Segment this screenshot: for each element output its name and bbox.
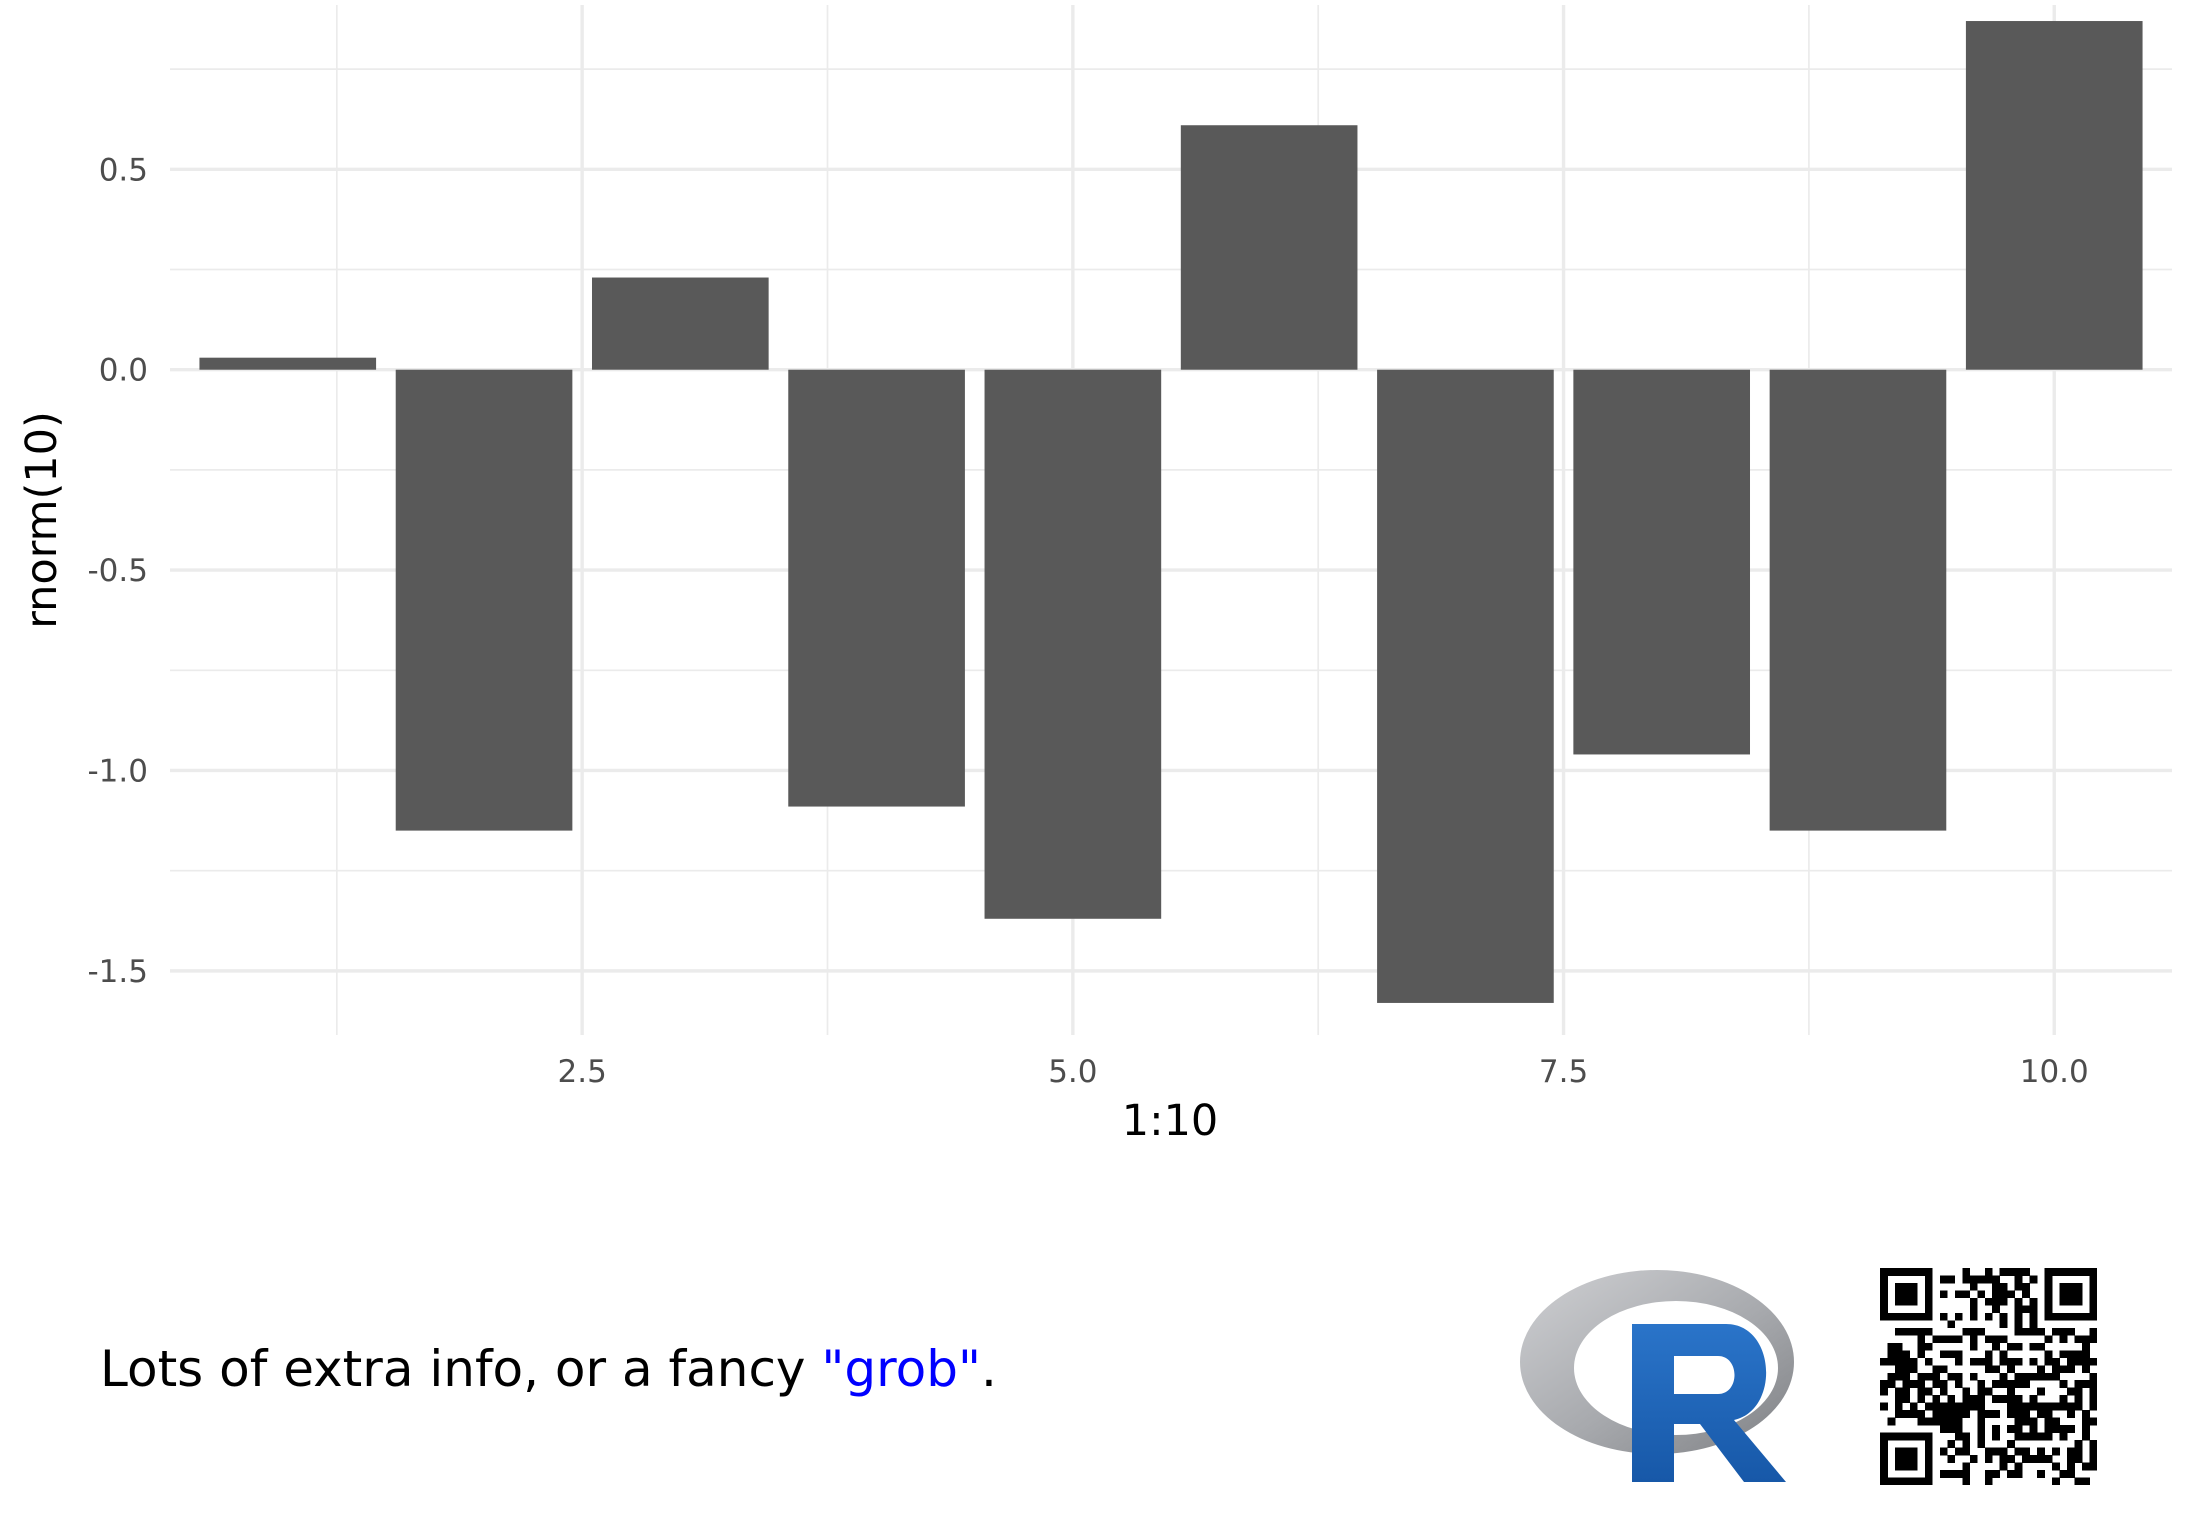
x-tick-label: 10.0 — [2020, 1054, 2089, 1090]
bar-4 — [788, 369, 965, 807]
y-tick-label: 0.5 — [99, 152, 148, 188]
x-tick-label: 2.5 — [558, 1054, 607, 1090]
x-tick-label: 7.5 — [1539, 1054, 1588, 1090]
y-tick-label: -1.5 — [88, 954, 149, 990]
caption-suffix: . — [980, 1340, 997, 1398]
qr-code-icon — [1880, 1268, 2097, 1485]
bar-6 — [1180, 125, 1358, 370]
x-tick-labels: 2.5 5.0 7.5 10.0 — [558, 1054, 2089, 1090]
bar-1 — [199, 357, 377, 370]
y-tick-label: -0.5 — [88, 553, 149, 589]
caption-prefix: Lots of extra info, or a fancy — [100, 1340, 822, 1398]
y-axis-title: rnorm(10) — [17, 411, 67, 629]
bar-8 — [1573, 369, 1751, 755]
caption-grob: "grob" — [821, 1340, 981, 1398]
bar-9 — [1769, 369, 1947, 831]
x-axis-title: 1:10 — [1122, 1096, 1219, 1146]
y-tick-label: 0.0 — [99, 353, 148, 389]
r-logo — [1520, 1270, 1794, 1482]
bar-2 — [395, 369, 573, 831]
x-tick-label: 5.0 — [1048, 1054, 1097, 1090]
bar-10 — [1965, 21, 2143, 370]
bars — [199, 21, 2143, 1003]
r-letter-icon — [1632, 1324, 1786, 1482]
y-tick-label: -1.0 — [88, 753, 149, 789]
caption-text: Lots of extra info, or a fancy "grob". — [100, 1340, 997, 1398]
bar-3 — [591, 277, 769, 370]
bar-chart: 0.5 0.0 -0.5 -1.0 -1.5 2.5 5.0 7.5 10.0 1:10 rn… — [17, 5, 2172, 1146]
y-tick-labels: 0.5 0.0 -0.5 -1.0 -1.5 — [88, 152, 149, 990]
bar-7 — [1377, 369, 1554, 1003]
bar-5 — [984, 369, 1162, 919]
